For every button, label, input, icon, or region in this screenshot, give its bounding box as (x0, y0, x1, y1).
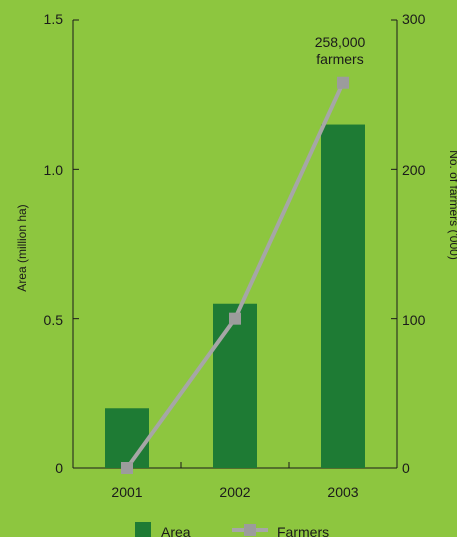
farmers-point-2003 (337, 76, 349, 89)
labels: 0 0.5 1.0 1.5 0 100 200 300 2001 2002 20… (15, 11, 457, 500)
y-left-axis-title: Area (million ha) (15, 204, 29, 291)
annotation-line-1: 258,000 (315, 34, 366, 50)
annotation-line-2: farmers (316, 51, 363, 67)
y-left-tick-2: 1.0 (44, 162, 64, 178)
legend-farmers-marker (244, 524, 256, 536)
bar-area-2002 (213, 303, 257, 468)
legend: Area Farmers (135, 522, 329, 537)
bar-area-2001 (105, 408, 149, 468)
x-tick-2003: 2003 (327, 484, 358, 500)
farmers-point-2001 (121, 462, 133, 474)
y-left-tick-0: 0 (55, 460, 63, 476)
y-left-tick-1: 0.5 (44, 312, 64, 328)
y-right-tick-2: 200 (402, 162, 426, 178)
farmers-point-2002 (229, 312, 241, 325)
bars (105, 124, 365, 469)
bar-area-2003 (321, 124, 365, 469)
y-right-axis-title: No. of farmers ('000) (447, 150, 457, 260)
y-left-tick-3: 1.5 (44, 11, 64, 27)
legend-area-swatch (135, 522, 151, 537)
x-tick-2002: 2002 (219, 484, 250, 500)
x-tick-2001: 2001 (111, 484, 142, 500)
legend-area-label: Area (161, 524, 191, 537)
legend-farmers-label: Farmers (277, 524, 329, 537)
y-right-tick-3: 300 (402, 11, 426, 27)
y-right-tick-0: 0 (402, 460, 410, 476)
y-right-tick-1: 100 (402, 312, 426, 328)
farmers-line (121, 76, 349, 474)
